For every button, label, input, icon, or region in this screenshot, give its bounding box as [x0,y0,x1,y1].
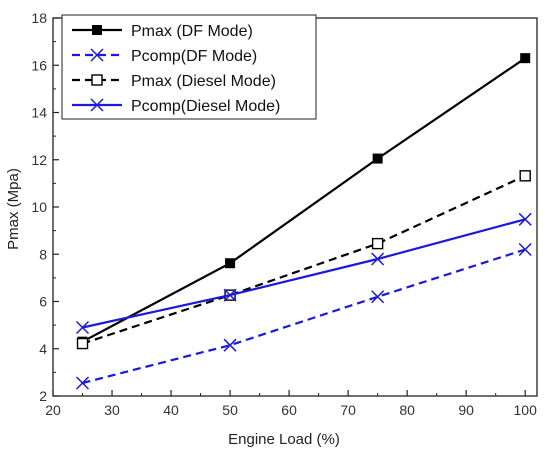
marker-x [223,338,237,352]
legend-item: Pmax (DF Mode) [72,23,253,40]
y-tick-label: 10 [31,199,47,215]
marker-x [371,290,385,304]
y-tick-label: 4 [39,341,47,357]
x-tick-label: 50 [222,402,238,418]
y-tick-label: 6 [39,294,47,310]
series-2 [75,242,532,390]
marker-open-square [76,337,89,350]
marker-x-stroke [223,338,237,352]
y-tick-label: 18 [31,10,47,26]
series-line [81,57,526,343]
series-line [82,248,526,385]
x-tick-label: 40 [163,402,179,418]
marker-x [518,212,532,226]
y-tick-label: 12 [31,152,47,168]
y-tick-label: 16 [31,57,47,73]
marker-x [223,288,237,302]
marker-x [75,376,90,390]
marker-filled-square [92,25,102,35]
y-axis-title: Pmax (Mpa) [5,168,22,250]
x-tick-label: 80 [399,402,415,418]
x-tick-label: 30 [104,402,120,418]
marker-x-stroke [518,242,532,257]
marker-x-stroke [75,376,90,390]
x-tick-label: 70 [340,402,356,418]
marker-x [518,242,532,257]
legend-item: Pcomp(Diesel Mode) [72,98,280,115]
legend-box [61,14,317,120]
marker-x-stroke [371,290,385,304]
marker-filled-square [520,53,531,64]
marker-open-square [91,74,103,86]
legend-label: Pmax (DF Mode) [131,23,253,40]
legend: Pmax (DF Mode) Pcomp(DF Mode) Pmax (Diesel… [61,14,317,120]
legend-label: Pcomp(DF Mode) [131,48,257,65]
series-line [82,218,526,329]
y-tick-label: 14 [31,105,47,121]
series-4 [75,212,532,335]
x-axis-ticks: 20 30 40 50 60 70 80 90 100 [45,390,537,418]
legend-label: Pcomp(Diesel Mode) [131,98,280,115]
marker-x [90,48,104,62]
marker-x-stroke [371,252,385,266]
legend-label: Pmax (Diesel Mode) [131,73,276,90]
x-tick-label: 20 [45,402,61,418]
legend-item: Pcomp(DF Mode) [72,48,257,65]
marker-open-square [519,170,531,182]
marker-x-stroke [223,288,237,302]
x-axis-title: Engine Load (%) [228,431,340,448]
marker-filled-square [372,153,383,164]
marker-x [371,252,385,266]
series-line [82,174,526,345]
series-3 [76,170,531,350]
y-tick-label: 2 [39,388,47,404]
marker-open-square [371,237,384,250]
marker-x [90,98,104,112]
marker-filled-square [225,258,236,269]
x-tick-label: 60 [281,402,297,418]
y-tick-label: 8 [39,246,47,262]
x-tick-label: 90 [458,402,474,418]
marker-x-stroke [75,320,90,335]
marker-x-stroke [90,98,104,112]
marker-x [75,320,90,335]
marker-x-stroke [518,212,532,226]
legend-item: Pmax (Diesel Mode) [72,73,276,90]
marker-x-stroke [90,48,104,62]
x-tick-label: 100 [514,402,538,418]
y-axis-ticks: 2 4 6 8 10 12 14 16 18 [31,10,59,404]
series-layer [75,53,532,390]
